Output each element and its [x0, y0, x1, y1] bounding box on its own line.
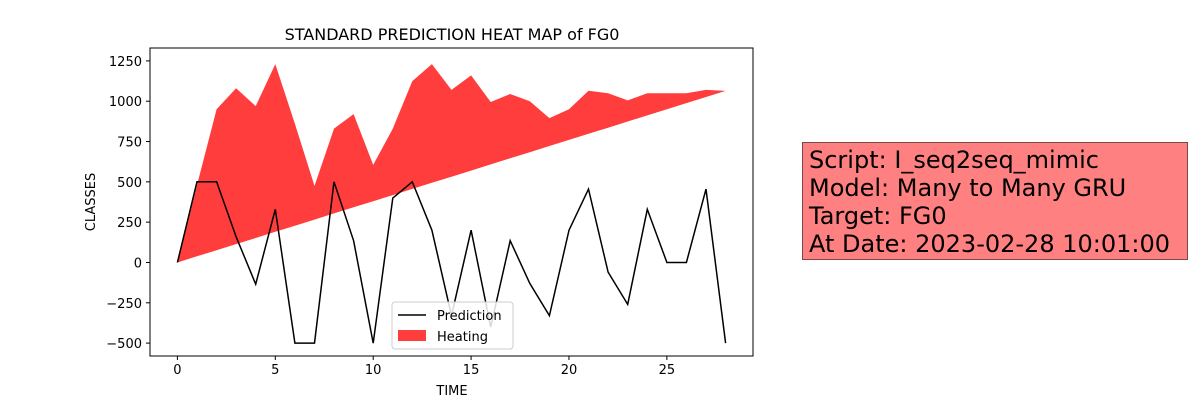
y-tick-label: 250: [117, 216, 142, 231]
x-tick-label: 25: [659, 363, 676, 378]
chart-title: STANDARD PREDICTION HEAT MAP of FG0: [285, 25, 620, 44]
y-tick-label: 1000: [109, 95, 142, 110]
y-tick-label: −250: [106, 297, 142, 312]
info-target-line: Target: FG0: [809, 202, 947, 230]
x-axis-label: TIME: [435, 384, 467, 399]
legend: Prediction Heating: [391, 301, 514, 350]
y-axis: −500 −250 0 250 500 750 1000 1250: [106, 55, 150, 352]
y-tick-label: 0: [134, 256, 142, 271]
info-model-line: Model: Many to Many GRU: [809, 174, 1127, 202]
y-axis-label: CLASSES: [84, 173, 99, 231]
x-tick-label: 0: [173, 363, 181, 378]
x-tick-label: 20: [561, 363, 578, 378]
legend-prediction-label: Prediction: [437, 309, 502, 324]
plot-area: [176, 64, 727, 344]
run-info-box: Script: I_seq2seq_mimic Model: Many to M…: [802, 142, 1188, 260]
x-axis: 0 5 10 15 20 25: [173, 356, 675, 378]
legend-heating-label: Heating: [437, 330, 488, 345]
y-tick-label: −500: [106, 337, 142, 352]
info-script-line: Script: I_seq2seq_mimic: [809, 146, 1099, 174]
y-tick-label: 1250: [109, 55, 142, 70]
y-tick-label: 750: [117, 136, 142, 151]
heating-area: [177, 64, 726, 263]
info-date-line: At Date: 2023-02-28 10:01:00: [809, 230, 1171, 258]
y-tick-label: 500: [117, 176, 142, 191]
x-tick-label: 15: [463, 363, 480, 378]
x-tick-label: 10: [365, 363, 382, 378]
plot-frame: [149, 47, 754, 357]
legend-heating-swatch: [398, 330, 426, 341]
x-tick-label: 5: [271, 363, 279, 378]
